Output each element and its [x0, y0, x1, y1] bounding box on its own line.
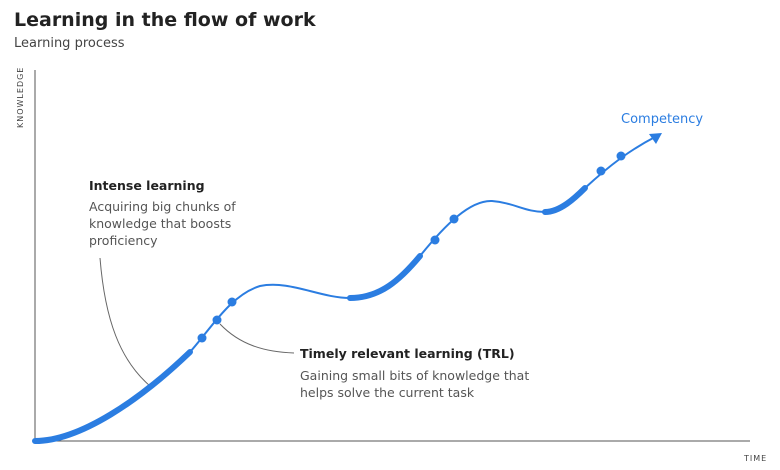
annotation-text: knowledge that boosts: [89, 216, 231, 231]
intense-segment: [32, 349, 193, 444]
trl-dots: [197, 151, 626, 343]
trl-dot: [616, 151, 626, 161]
subtitle: Learning process: [14, 36, 125, 51]
trl-dot: [227, 297, 237, 307]
trl-dot: [212, 315, 222, 325]
annotation-text: helps solve the current task: [300, 385, 475, 400]
annotation-title: Timely relevant learning (TRL): [300, 346, 515, 361]
trl-dot: [430, 235, 440, 245]
intense-segment: [347, 253, 423, 301]
trl-dot: [449, 214, 459, 224]
title: Learning in the flow of work: [14, 9, 316, 31]
competency-label: Competency: [621, 112, 703, 127]
intense-segment: [542, 185, 588, 215]
x-axis-label: TIME: [743, 454, 767, 463]
leader-line: [219, 323, 295, 354]
annotation-title: Intense learning: [89, 178, 205, 193]
y-axis-label: KNOWLEDGE: [16, 67, 25, 128]
annotation-text: proficiency: [89, 233, 158, 248]
trl-dot: [596, 166, 606, 176]
leader-line: [99, 257, 151, 387]
annotation-text: Gaining small bits of knowledge that: [300, 368, 529, 383]
trl-dot: [197, 333, 207, 343]
arrow-head: [649, 133, 662, 144]
annotation-text: Acquiring big chunks of: [89, 199, 236, 214]
